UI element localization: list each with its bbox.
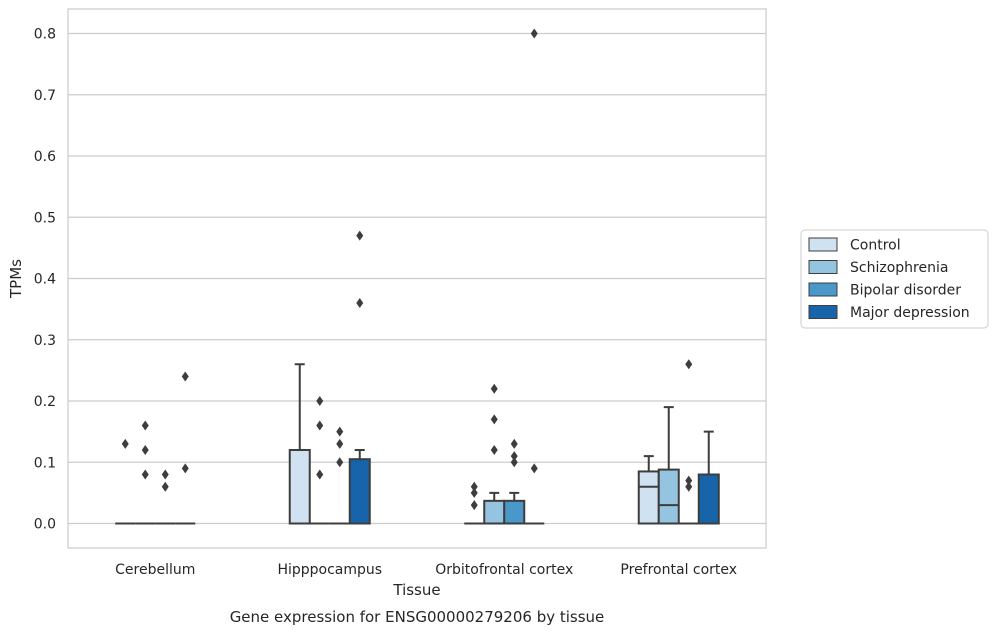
legend-swatch [808, 237, 838, 252]
box-body [657, 468, 680, 525]
box-control [288, 363, 311, 525]
gridlines [68, 32, 766, 525]
legend-label: Major depression [850, 305, 970, 321]
legend-swatch [808, 260, 838, 274]
outlier-point [141, 469, 149, 480]
outlier-point [685, 359, 693, 370]
box-schizophrenia [483, 383, 506, 525]
outlier-point [316, 469, 324, 480]
outlier-point [161, 481, 169, 492]
y-tick-label: 0.8 [34, 27, 56, 43]
outlier-point [141, 420, 149, 431]
box-plots [115, 28, 720, 525]
box-bipolar-disorder [503, 438, 526, 525]
box-schizophrenia [657, 406, 680, 525]
outlier-point [490, 445, 498, 455]
outlier-point [181, 371, 189, 382]
y-tick-label: 0.3 [34, 333, 56, 349]
outlier-point [356, 230, 364, 241]
box-major-depression [524, 28, 545, 525]
x-tick-label: Prefrontal cortex [620, 562, 737, 578]
y-tick-label: 0.6 [34, 149, 56, 165]
legend-label: Schizophrenia [850, 260, 948, 276]
y-tick-label: 0.5 [34, 210, 56, 226]
legend-swatch [808, 282, 838, 297]
legend-label: Bipolar disorder [850, 283, 961, 299]
x-axis-ticks: Cerebellum Hipppocampus Orbitofrontal cort… [115, 562, 737, 578]
y-tick-label: 0.4 [34, 272, 56, 288]
y-tick-label: 0.2 [34, 394, 56, 410]
outlier-point [490, 414, 498, 425]
box-body [637, 470, 660, 525]
outlier-point [490, 383, 498, 394]
outlier-point [685, 481, 693, 492]
outlier-point [316, 396, 324, 406]
plot-frame [67, 8, 767, 549]
outlier-point [530, 28, 538, 39]
y-tick-label: 0.1 [34, 455, 56, 471]
box-body [503, 499, 526, 525]
outlier-point [530, 463, 538, 474]
box-bipolar-disorder [329, 426, 350, 525]
outlier-point [336, 457, 344, 468]
box-body [483, 499, 506, 525]
outlier-point [470, 500, 478, 511]
outlier-point [685, 475, 693, 486]
outlier-point [181, 463, 189, 474]
y-tick-label: 0.0 [34, 517, 56, 533]
box-major-depression [697, 430, 720, 525]
outlier-point [510, 457, 518, 468]
box-major-depression [348, 230, 371, 525]
legend-label: Control [850, 238, 901, 254]
x-tick-label: Cerebellum [115, 562, 195, 578]
box-body [697, 473, 720, 525]
box-body [288, 449, 311, 525]
box-major-depression [175, 371, 196, 525]
outlier-point [121, 438, 129, 449]
outlier-point [356, 298, 364, 308]
outlier-point [141, 445, 149, 455]
outlier-point [470, 481, 478, 492]
x-tick-label: Orbitofrontal cortex [435, 562, 573, 578]
legend-swatch [808, 305, 838, 319]
box-schizophrenia [309, 396, 330, 525]
box-control [115, 438, 136, 525]
outlier-point [316, 420, 324, 431]
legend: Control Schizophrenia Bipolar disorder Majo… [800, 229, 989, 329]
chart-title: Gene expression for ENSG00000279206 by t… [230, 608, 605, 626]
y-axis-label: TPMs [7, 259, 25, 299]
x-tick-label: Hipppocampus [277, 562, 382, 578]
outlier-point [510, 438, 518, 449]
outlier-point [470, 487, 478, 498]
legend-frame [800, 229, 989, 329]
box-control [464, 481, 485, 525]
y-tick-label: 0.7 [34, 88, 56, 104]
box-control [637, 455, 660, 525]
outlier-point [161, 469, 169, 480]
outlier-point [336, 426, 344, 437]
box-bipolar-disorder [155, 469, 176, 525]
outlier-point [510, 451, 518, 462]
x-axis-label: Tissue [392, 581, 440, 599]
outlier-point [336, 438, 344, 449]
box-bipolar-disorder [678, 359, 699, 525]
box-schizophrenia [135, 420, 156, 525]
box-body [348, 458, 371, 525]
y-axis-ticks: 0.0 0.1 0.2 0.3 0.4 0.5 0.6 0.7 0.8 [34, 27, 56, 533]
